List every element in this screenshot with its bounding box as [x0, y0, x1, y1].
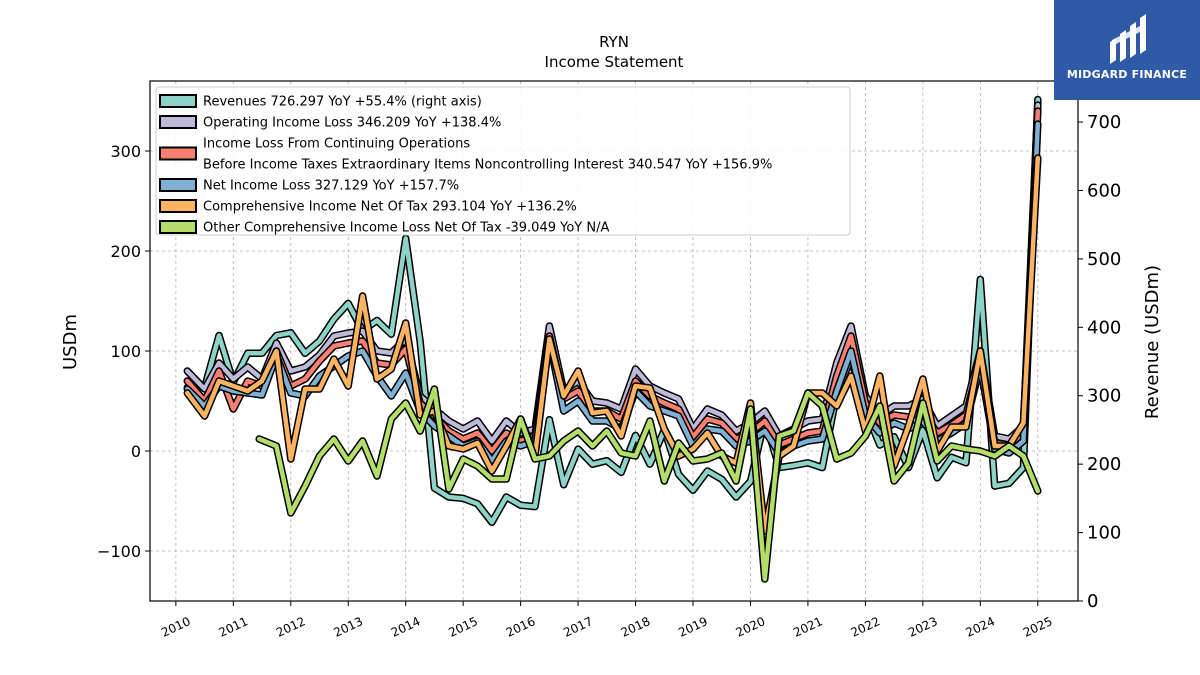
right-tick-label: 600 [1087, 180, 1121, 201]
x-axis-ticks: 2010 2011 2012 2013 2014 2015 2016 2017 2018 2019… [159, 601, 1055, 640]
legend-item: Revenues 726.297 YoY +55.4% (right axis) [159, 94, 482, 110]
left-axis-ticks: −100 0 100 200 300 [97, 142, 150, 561]
right-tick-label: 200 [1087, 454, 1121, 475]
plot-frame [149, 80, 1079, 602]
legend-label: Net Income Loss 327.129 YoY +157.7% [203, 179, 459, 194]
right-tick-label: 400 [1087, 317, 1121, 338]
x-tick-label: 2010 [159, 614, 193, 640]
series-5-line [183, 154, 1042, 535]
x-tick-label: 2022 [849, 614, 883, 640]
right-tick-label: 700 [1087, 112, 1121, 133]
legend: Revenues 726.297 YoY +55.4% (right axis)… [155, 86, 851, 236]
legend-item: Comprehensive Income Net Of Tax 293.104 … [159, 199, 577, 215]
legend-swatch [159, 115, 197, 129]
legend-swatch [159, 178, 197, 192]
x-tick-label: 2019 [676, 614, 710, 640]
legend-item: Other Comprehensive Income Loss Net Of T… [159, 220, 609, 236]
x-tick-label: 2012 [274, 614, 308, 640]
x-tick-label: 2018 [619, 614, 653, 640]
series-lines [183, 95, 1042, 583]
x-tick-label: 2014 [389, 614, 423, 640]
left-tick-label: 0 [131, 442, 141, 461]
brand-logo: MIDGARD FINANCE [1054, 0, 1200, 100]
left-tick-label: 100 [110, 342, 141, 361]
right-axis-label: Revenue (USDm) [1142, 265, 1163, 419]
right-tick-label: 500 [1087, 249, 1121, 270]
right-axis-ticks: 0 100 200 300 400 500 600 700 [1078, 112, 1121, 612]
legend-item: Income Loss From Continuing Operations Be… [159, 137, 772, 173]
legend-label: Other Comprehensive Income Loss Net Of T… [203, 221, 609, 236]
series-3-line [183, 107, 1042, 455]
x-tick-label: 2011 [217, 614, 251, 640]
legend-swatch [159, 199, 197, 213]
legend-item: Operating Income Loss 346.209 YoY +138.4… [159, 115, 501, 131]
legend-item: Net Income Loss 327.129 YoY +157.7% [159, 178, 459, 194]
legend-label: Operating Income Loss 346.209 YoY +138.4… [203, 116, 501, 131]
legend-label: Comprehensive Income Net Of Tax 293.104 … [203, 200, 577, 215]
brand-mark-icon [1110, 14, 1146, 64]
series-6-line [255, 385, 1042, 583]
legend-label: Revenues 726.297 YoY +55.4% (right axis) [203, 95, 482, 110]
x-tick-label: 2025 [1021, 614, 1055, 640]
legend-label: Income Loss From Continuing Operations [203, 137, 470, 152]
series-2-line [183, 101, 1042, 445]
x-tick-label: 2021 [791, 614, 825, 640]
chart-title: RYN [599, 33, 629, 51]
x-tick-label: 2015 [446, 614, 480, 640]
legend-swatch [159, 220, 197, 234]
legend-label: Before Income Taxes Extraordinary Items … [203, 158, 772, 173]
x-tick-label: 2020 [734, 614, 768, 640]
legend-box [155, 86, 851, 236]
right-tick-label: 0 [1087, 591, 1098, 612]
x-tick-label: 2024 [964, 614, 998, 640]
x-tick-label: 2013 [331, 614, 365, 640]
x-tick-label: 2017 [561, 614, 595, 640]
left-tick-label: −100 [97, 542, 141, 561]
right-tick-label: 300 [1087, 386, 1121, 407]
left-tick-label: 200 [110, 242, 141, 261]
x-tick-label: 2023 [906, 614, 940, 640]
left-axis-label: USDm [60, 314, 81, 370]
legend-swatch [159, 94, 197, 108]
right-tick-label: 100 [1087, 523, 1121, 544]
x-tick-label: 2016 [504, 614, 538, 640]
left-tick-label: 300 [110, 142, 141, 161]
legend-swatch [159, 146, 197, 161]
chart-subtitle: Income Statement [545, 53, 684, 71]
brand-name: MIDGARD FINANCE [1066, 68, 1188, 81]
